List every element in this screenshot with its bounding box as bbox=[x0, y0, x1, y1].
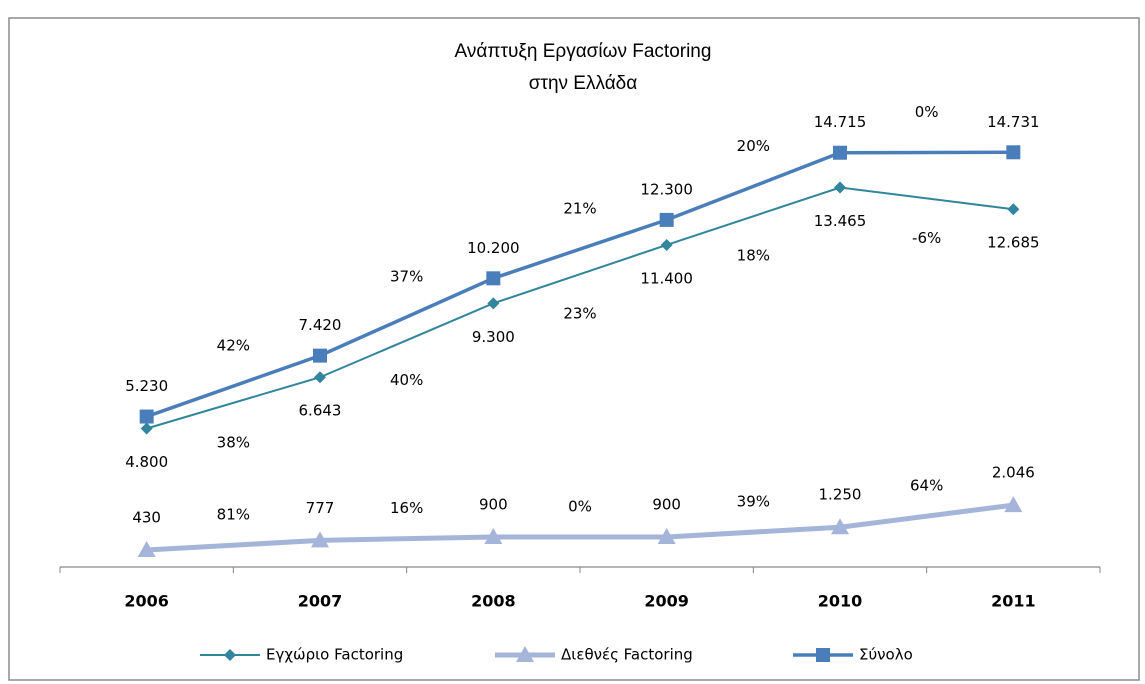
data-label: 1.250 bbox=[819, 486, 862, 504]
growth-label: 23% bbox=[563, 305, 596, 323]
data-label: 2.046 bbox=[992, 464, 1035, 482]
point bbox=[311, 531, 329, 548]
data-label: 6.643 bbox=[299, 402, 342, 420]
data-label: 9.300 bbox=[472, 328, 515, 346]
growth-label: 40% bbox=[390, 371, 423, 389]
legend-marker bbox=[816, 648, 830, 662]
data-label: 11.400 bbox=[640, 269, 693, 287]
growth-label: 0% bbox=[568, 497, 592, 515]
series-line bbox=[146, 186, 1014, 430]
point bbox=[1006, 145, 1021, 160]
data-label: 5.230 bbox=[125, 377, 168, 395]
legend-marker bbox=[516, 646, 534, 662]
data-label: 12.685 bbox=[987, 234, 1040, 252]
data-label: 10.200 bbox=[467, 239, 520, 257]
growth-label: 21% bbox=[563, 200, 596, 218]
growth-label: 16% bbox=[390, 499, 423, 517]
data-label: 4.800 bbox=[125, 453, 168, 471]
point bbox=[486, 271, 501, 286]
growth-label: 18% bbox=[737, 247, 770, 265]
x-tick-label: 2010 bbox=[818, 592, 863, 611]
growth-label: -6% bbox=[912, 229, 941, 247]
point bbox=[834, 181, 846, 194]
point bbox=[833, 145, 847, 160]
x-tick-label: 2011 bbox=[991, 592, 1036, 611]
chart-frame bbox=[8, 17, 1140, 681]
growth-label: 0% bbox=[915, 103, 939, 121]
point bbox=[487, 297, 500, 310]
data-label: 14.715 bbox=[814, 113, 867, 131]
point bbox=[657, 527, 676, 544]
growth-label: 81% bbox=[217, 506, 250, 524]
growth-label: 38% bbox=[217, 433, 250, 451]
series-line bbox=[146, 150, 1014, 419]
data-label: 430 bbox=[132, 509, 161, 527]
growth-label: 20% bbox=[737, 137, 770, 155]
point bbox=[314, 371, 326, 384]
x-tick-label: 2007 bbox=[298, 592, 343, 611]
point bbox=[313, 348, 327, 363]
point bbox=[1004, 496, 1023, 513]
x-tick-label: 2008 bbox=[471, 592, 516, 611]
growth-label: 42% bbox=[217, 337, 250, 355]
legend-marker bbox=[224, 649, 236, 661]
growth-label: 37% bbox=[390, 267, 423, 285]
point bbox=[137, 541, 156, 558]
growth-label: 64% bbox=[910, 477, 943, 495]
point bbox=[140, 422, 153, 435]
legend-label: Διεθνές Factoring bbox=[561, 646, 693, 664]
point bbox=[659, 212, 674, 227]
point bbox=[1007, 203, 1020, 216]
point bbox=[139, 409, 154, 424]
data-label: 12.300 bbox=[640, 180, 693, 198]
x-tick-label: 2009 bbox=[644, 592, 689, 611]
data-label: 13.465 bbox=[814, 212, 867, 230]
series-line bbox=[146, 502, 1014, 553]
legend-label: Σύνολο bbox=[859, 646, 913, 664]
legend-label: Εγχώριο Factoring bbox=[266, 646, 403, 664]
chart-title: Ανάπτυξη Εργασίων Factoring bbox=[455, 41, 712, 62]
data-label: 900 bbox=[479, 495, 508, 513]
chart-title: στην Ελλάδα bbox=[529, 73, 638, 94]
data-label: 7.420 bbox=[299, 316, 342, 334]
data-label: 900 bbox=[652, 495, 681, 513]
point bbox=[660, 238, 673, 251]
point bbox=[484, 527, 503, 544]
growth-label: 39% bbox=[737, 493, 770, 511]
point bbox=[831, 518, 849, 535]
x-tick-label: 2006 bbox=[124, 592, 169, 611]
data-label: 777 bbox=[306, 499, 335, 517]
data-label: 14.731 bbox=[987, 113, 1040, 131]
